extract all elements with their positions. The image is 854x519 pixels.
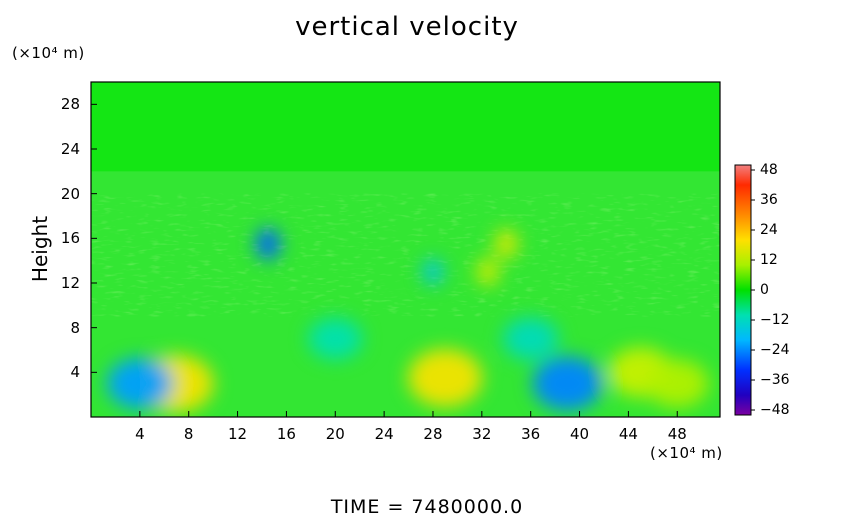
velocity-feature-2: [407, 348, 483, 407]
x-tick-label: 44: [618, 425, 638, 443]
y-tick-label: 16: [60, 229, 80, 248]
colorbar-tick-label: 12: [760, 252, 778, 268]
plot-frame: [90, 81, 721, 418]
velocity-feature-9: [422, 259, 443, 285]
upper-layer: [91, 82, 720, 172]
velocity-feature-10: [308, 318, 363, 360]
x-tick-label: 4: [135, 425, 145, 443]
y-tick-label: 24: [60, 140, 80, 158]
x-tick-label: 8: [183, 425, 194, 443]
colorbar-tick-label: 36: [760, 192, 778, 208]
x-tick-label: 20: [325, 425, 345, 443]
velocity-feature-1: [106, 358, 173, 409]
colorbar-tick-label: 0: [760, 282, 769, 298]
x-tick-label: 40: [569, 425, 590, 443]
velocity-feature-8: [476, 257, 500, 286]
x-axis-unit: (×10⁴ m): [650, 444, 723, 462]
y-axis-unit: (×10⁴ m): [12, 44, 85, 62]
colorbar: [734, 164, 752, 416]
x-tick-label: 28: [423, 425, 443, 443]
y-tick-label: 8: [70, 318, 80, 337]
x-tick-label: 12: [228, 425, 248, 443]
turbulence-band: [91, 193, 720, 317]
y-tick-label: 12: [60, 274, 80, 292]
velocity-feature-3: [532, 356, 603, 411]
y-tick-label: 4: [70, 363, 80, 382]
velocity-feature-7: [494, 229, 518, 259]
x-tick-label: 24: [374, 425, 394, 443]
velocity-feature-6: [255, 228, 281, 260]
colorbar-tick-label: −48: [760, 402, 790, 418]
y-tick-label: 28: [60, 95, 80, 114]
velocity-feature-11: [503, 317, 559, 360]
time-label: TIME = 7480000.0: [330, 496, 524, 518]
colorbar-tick-label: 48: [760, 162, 778, 178]
colorbar-tick-label: −12: [760, 312, 790, 328]
y-tick-label: 20: [60, 184, 80, 203]
x-tick-label: 16: [276, 425, 296, 443]
x-tick-label: 32: [472, 425, 492, 443]
chart-title: vertical velocity: [295, 12, 519, 42]
colorbar-tick-label: −24: [760, 342, 790, 358]
colorbar-tick-label: −36: [760, 372, 790, 388]
velocity-feature-5: [646, 359, 709, 408]
x-tick-label: 36: [521, 425, 541, 443]
colorbar-tick-label: 24: [760, 222, 778, 238]
x-tick-label: 48: [667, 425, 687, 443]
